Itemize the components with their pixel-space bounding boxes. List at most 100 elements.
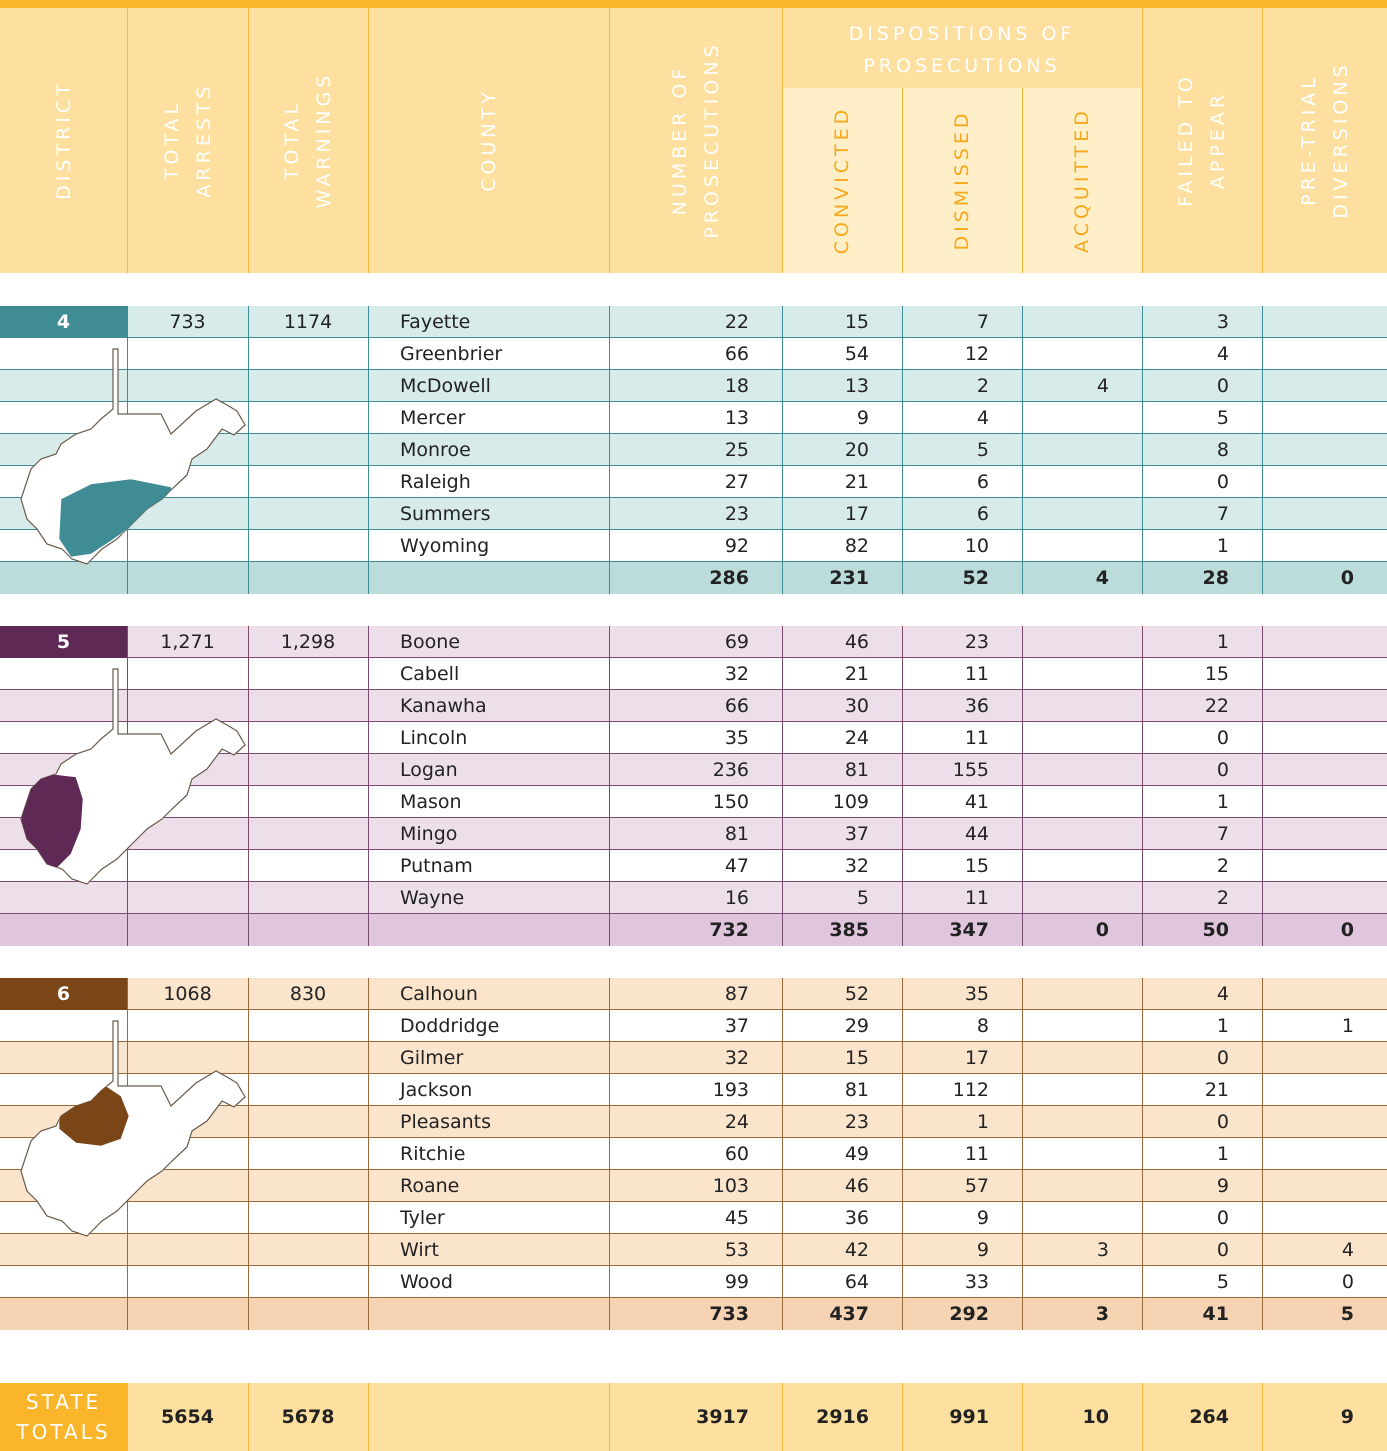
- row-divider: [0, 1009, 1387, 1010]
- row-bg: [0, 626, 1387, 658]
- header-divider: [1022, 88, 1023, 273]
- column-divider: [248, 1383, 249, 1451]
- column-header: PRE-TRIAL DIVERSIONS: [1293, 20, 1357, 260]
- row-divider: [0, 817, 1387, 818]
- row-divider: [0, 433, 1387, 434]
- district-map: [20, 348, 246, 565]
- column-divider: [902, 626, 903, 946]
- row-divider: [0, 721, 1387, 722]
- cell-value: 49: [844, 1143, 869, 1165]
- cell-value: 9: [1216, 1175, 1229, 1197]
- state-value: 10: [1082, 1406, 1109, 1428]
- header-divider: [368, 8, 369, 273]
- row-divider: [0, 1041, 1387, 1042]
- cell-value: 21: [844, 471, 869, 493]
- row-bg: [0, 754, 1387, 786]
- row-bg: [0, 1042, 1387, 1074]
- row-divider: [0, 1105, 1387, 1106]
- cell-value: 3: [1216, 311, 1229, 333]
- total-row-bg: [0, 562, 1387, 594]
- cell-value: 112: [952, 1079, 989, 1101]
- cell-value: 12: [964, 343, 989, 365]
- cell-value: 2: [976, 375, 989, 397]
- cell-value: 0: [1216, 1111, 1229, 1133]
- cell-value: 15: [964, 855, 989, 877]
- total-arrests: 1,271: [160, 631, 215, 653]
- cell-value: 92: [724, 535, 749, 557]
- county-name: Putnam: [400, 855, 473, 877]
- row-divider: [0, 657, 1387, 658]
- row-divider: [0, 1233, 1387, 1234]
- row-bg: [0, 818, 1387, 850]
- cell-value: 4: [1216, 983, 1229, 1005]
- cell-value: 66: [724, 343, 749, 365]
- total-value: 0: [1340, 567, 1354, 589]
- column-divider: [782, 626, 783, 946]
- row-bg: [0, 370, 1387, 402]
- cell-value: 0: [1216, 727, 1229, 749]
- cell-value: 0: [1216, 375, 1229, 397]
- total-value: 52: [962, 567, 989, 589]
- cell-value: 0: [1341, 1271, 1354, 1293]
- state-label: STATE: [25, 1390, 102, 1414]
- row-bg: [0, 1170, 1387, 1202]
- cell-value: 0: [1216, 471, 1229, 493]
- total-warnings: 1174: [283, 311, 333, 333]
- cell-value: 45: [724, 1207, 749, 1229]
- column-divider: [782, 1383, 783, 1451]
- row-divider: [0, 1297, 1387, 1298]
- county-name: Ritchie: [400, 1143, 466, 1165]
- row-bg: [0, 1266, 1387, 1298]
- county-name: Mercer: [400, 407, 466, 429]
- row-divider: [0, 337, 1387, 338]
- cell-value: 7: [1216, 823, 1229, 845]
- cell-value: 1: [1216, 791, 1229, 813]
- state-outline: [20, 348, 246, 565]
- column-divider: [1142, 1383, 1143, 1451]
- row-divider: [0, 369, 1387, 370]
- column-divider: [1022, 1383, 1023, 1451]
- cell-value: 2: [1216, 855, 1229, 877]
- top-bar: [0, 0, 1387, 8]
- cell-value: 4: [1216, 343, 1229, 365]
- cell-value: 0: [1216, 1207, 1229, 1229]
- sub-column-header: DISMISSED: [951, 109, 973, 251]
- column-header: TOTAL ARRESTS: [156, 20, 220, 260]
- header-divider: [127, 8, 128, 273]
- column-divider: [782, 978, 783, 1330]
- county-name: Tyler: [400, 1207, 445, 1229]
- column-divider: [1142, 978, 1143, 1330]
- district-label: 5: [56, 631, 71, 653]
- column-divider: [1142, 306, 1143, 594]
- header-line: TOTAL: [160, 99, 183, 181]
- row-divider: [0, 881, 1387, 882]
- county-name: Fayette: [400, 311, 471, 333]
- row-divider: [0, 1265, 1387, 1266]
- cell-value: 155: [952, 759, 989, 781]
- header-line: TOTAL: [281, 99, 303, 181]
- cell-value: 44: [964, 823, 989, 845]
- row-divider: [0, 785, 1387, 786]
- cell-value: 54: [844, 343, 869, 365]
- cell-value: 64: [844, 1271, 869, 1293]
- total-row-bg: [0, 1298, 1387, 1330]
- cell-value: 10: [964, 535, 989, 557]
- state-value: 991: [949, 1406, 989, 1428]
- header-divider: [1142, 8, 1143, 273]
- cell-value: 3: [1096, 1239, 1109, 1261]
- cell-value: 8: [1216, 439, 1229, 461]
- total-value: 231: [829, 567, 869, 589]
- cell-value: 33: [964, 1271, 989, 1293]
- county-name: Greenbrier: [400, 343, 503, 365]
- row-divider: [0, 753, 1387, 754]
- header-bg: [0, 8, 1387, 273]
- header-line: FAILED TO: [1175, 73, 1197, 207]
- cell-value: 99: [724, 1271, 749, 1293]
- cell-value: 23: [724, 503, 749, 525]
- cell-value: 9: [976, 1239, 989, 1261]
- cell-value: 30: [844, 695, 869, 717]
- row-bg: [0, 530, 1387, 562]
- cell-value: 15: [844, 311, 869, 333]
- total-value: 0: [1095, 919, 1109, 941]
